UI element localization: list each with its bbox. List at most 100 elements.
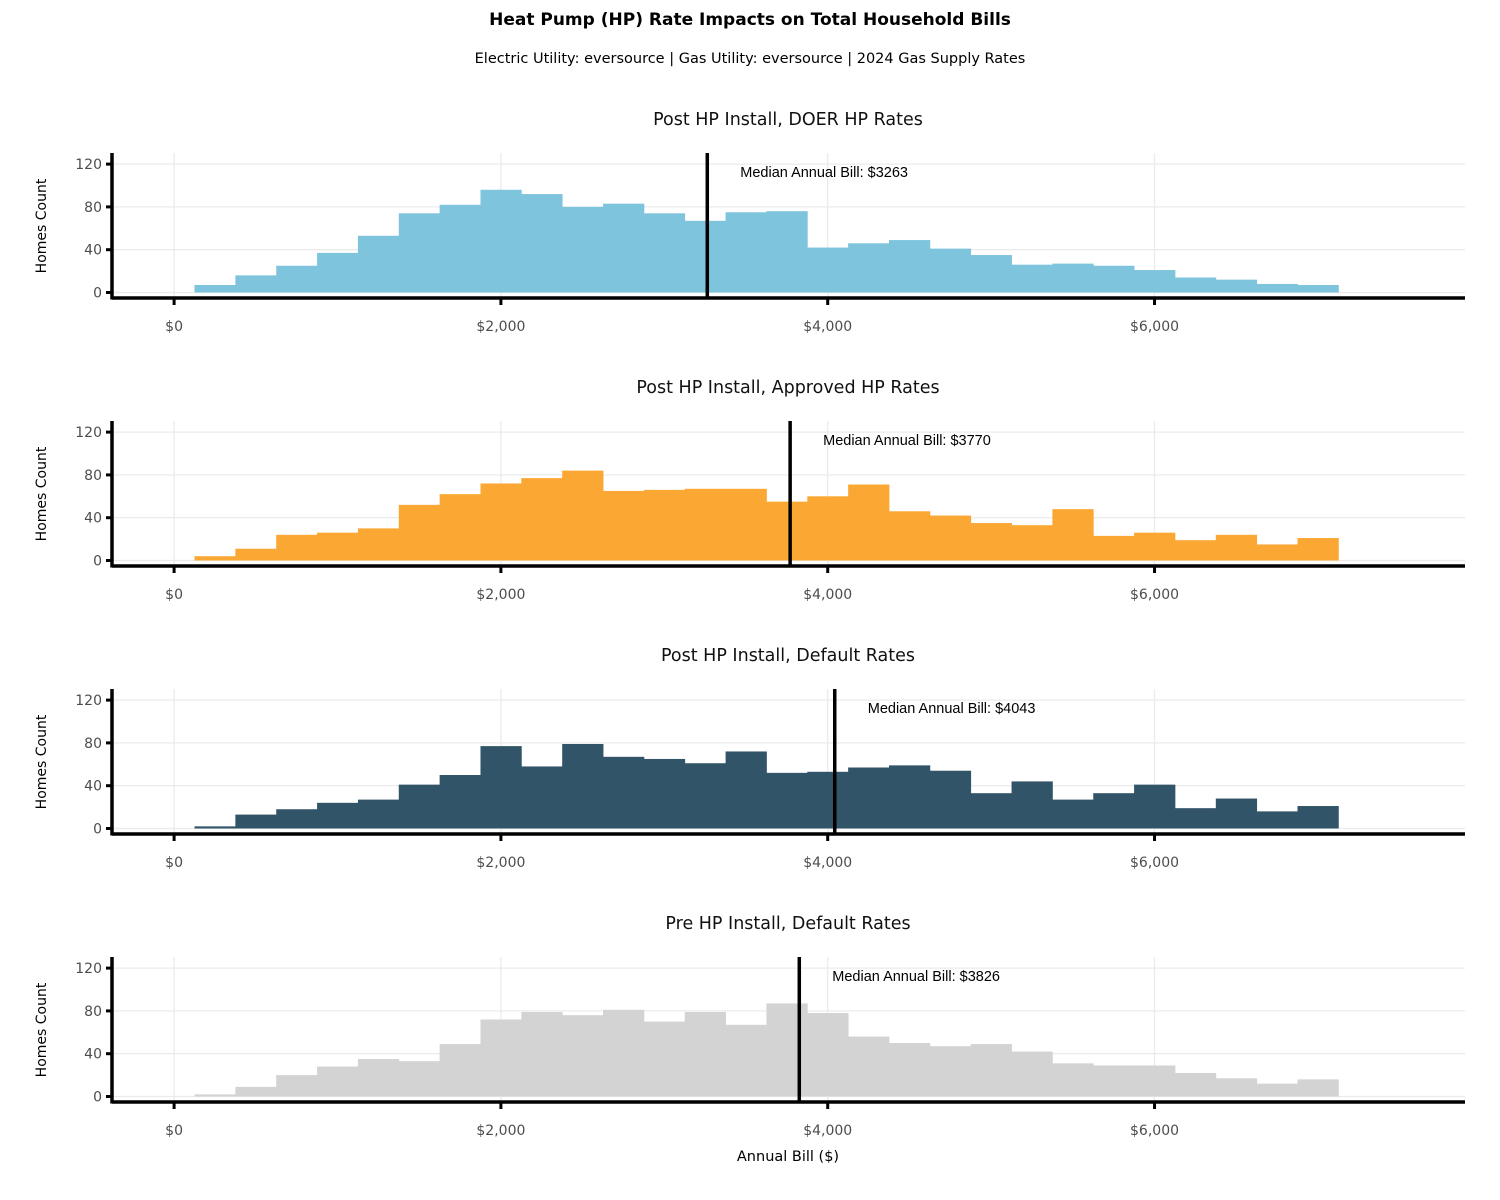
histogram-bar — [1011, 781, 1053, 829]
x-tick-label: $4,000 — [803, 855, 852, 871]
median-label: Median Annual Bill: $3263 — [740, 165, 908, 181]
histogram-bar — [562, 206, 604, 293]
histogram-bar — [929, 248, 972, 293]
y-tick-label: 120 — [75, 425, 102, 441]
histogram-bar — [521, 1011, 563, 1097]
panel-approved-hp-rates: Post HP Install, Approved HP Rates 0 40 80 1… — [34, 378, 1465, 603]
histogram-bar — [480, 1019, 522, 1097]
histogram-bar — [766, 501, 808, 561]
histogram-bar — [521, 194, 563, 293]
histogram-bar — [1134, 784, 1176, 829]
histogram-bar — [1297, 285, 1339, 293]
histogram-bar — [521, 766, 563, 829]
histogram-bar — [1256, 1083, 1298, 1097]
histogram-bar — [276, 265, 318, 293]
histogram-bar — [439, 1044, 481, 1097]
y-tick-label: 0 — [93, 1090, 102, 1106]
histogram-bar — [1134, 532, 1176, 561]
histogram-bar — [807, 496, 849, 561]
histogram-bar — [848, 767, 890, 829]
histogram-bar — [807, 771, 849, 829]
histogram-bar — [194, 556, 236, 561]
histogram-bar — [235, 1086, 277, 1097]
y-axis-label: Homes Count — [34, 178, 50, 273]
x-tick-label: $2,000 — [476, 587, 525, 603]
y-tick-label: 0 — [93, 554, 102, 570]
histogram-bar — [684, 488, 726, 561]
figure-title: Heat Pump (HP) Rate Impacts on Total Hou… — [489, 10, 1011, 30]
histogram-bar — [970, 523, 1012, 561]
histogram-bar — [1052, 263, 1094, 293]
histogram-bar — [1011, 1051, 1053, 1097]
histogram-bar — [725, 751, 767, 829]
y-tick-label: 40 — [84, 779, 102, 795]
histogram-bar — [970, 793, 1012, 829]
histogram-bar — [194, 285, 236, 293]
histogram-bar — [439, 775, 481, 829]
histogram-bar — [235, 275, 277, 293]
panel-title: Post HP Install, Approved HP Rates — [636, 378, 939, 398]
histogram-bar — [848, 1036, 890, 1097]
y-tick-label: 40 — [84, 243, 102, 259]
x-tick-label: $0 — [165, 587, 183, 603]
histogram-bar — [562, 1015, 604, 1097]
histogram-bar — [929, 515, 972, 561]
histogram-bar — [684, 763, 726, 829]
x-tick-label: $4,000 — [803, 319, 852, 335]
histogram-bar — [643, 213, 686, 293]
histogram-bar — [848, 243, 890, 293]
histogram-bar — [1215, 534, 1258, 561]
histogram-bar — [317, 252, 359, 293]
x-tick-label: $0 — [165, 319, 183, 335]
histogram-bar — [766, 1003, 808, 1097]
x-tick-label: $0 — [165, 855, 183, 871]
histogram-bar — [1256, 283, 1298, 293]
histogram-bar — [1011, 264, 1053, 293]
histogram-bar — [357, 1059, 400, 1097]
histogram-bar — [235, 548, 277, 561]
histogram-bar — [1215, 798, 1258, 829]
histogram-bar — [562, 743, 604, 829]
histogram-bar — [725, 488, 767, 561]
histogram-bar — [888, 240, 931, 293]
x-tick-label: $6,000 — [1130, 1123, 1179, 1139]
histogram-bar — [1134, 270, 1176, 293]
histogram-bar — [1174, 540, 1217, 561]
y-tick-label: 40 — [84, 511, 102, 527]
histogram-bar — [643, 489, 686, 561]
histogram-bar — [1093, 1065, 1135, 1097]
x-tick-label: $2,000 — [476, 319, 525, 335]
histogram-bar — [1256, 544, 1298, 561]
median-label: Median Annual Bill: $4043 — [868, 701, 1036, 717]
median-label: Median Annual Bill: $3770 — [823, 433, 991, 449]
histogram-bar — [1011, 525, 1053, 561]
histogram-bar — [766, 772, 808, 829]
histogram-bar — [1093, 265, 1135, 293]
histogram-bar — [194, 826, 236, 829]
histogram-bar — [398, 784, 441, 829]
histogram-bar — [603, 203, 645, 293]
y-tick-label: 120 — [75, 961, 102, 977]
histogram-bar — [603, 756, 645, 829]
y-tick-label: 80 — [84, 1004, 102, 1020]
histogram-bar — [1256, 811, 1298, 829]
y-tick-label: 80 — [84, 736, 102, 752]
x-tick-label: $2,000 — [476, 855, 525, 871]
histogram-bar — [562, 470, 604, 561]
histogram-bar — [603, 1009, 645, 1097]
x-tick-label: $2,000 — [476, 1123, 525, 1139]
histogram-bar — [276, 534, 318, 561]
panel-default-rates-post: Post HP Install, Default Rates 0 40 80 120 $0… — [34, 646, 1465, 871]
histogram-bar — [807, 247, 849, 293]
histogram-bar — [684, 220, 726, 293]
histogram-bar — [643, 758, 686, 829]
y-tick-label: 120 — [75, 157, 102, 173]
histogram-bar — [317, 1066, 359, 1097]
histogram-bar — [317, 802, 359, 829]
panel-doer-hp-rates: Post HP Install, DOER HP Rates 0 40 80 120 $0… — [34, 110, 1465, 335]
histogram-bar — [684, 1011, 726, 1097]
panel-default-rates-pre: Pre HP Install, Default Rates 0 40 80 120 $0 $… — [34, 914, 1465, 1139]
histogram-bar — [1297, 806, 1339, 829]
histogram-bar — [807, 1013, 849, 1097]
histogram-bar — [1052, 799, 1094, 829]
